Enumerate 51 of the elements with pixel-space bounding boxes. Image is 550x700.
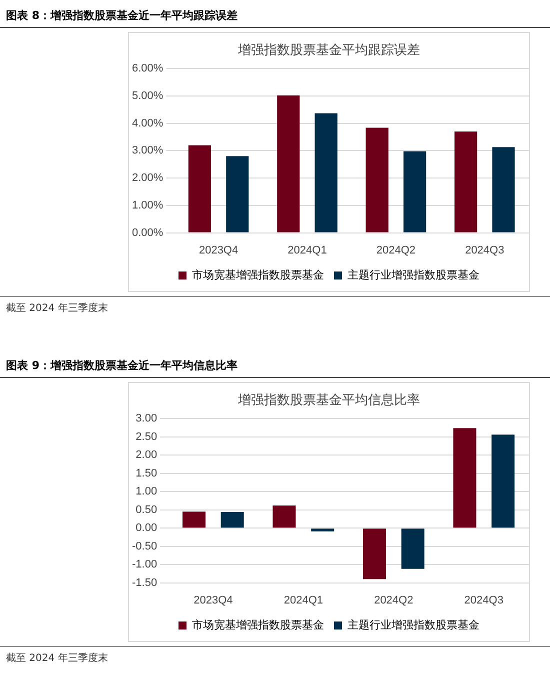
bar — [403, 151, 426, 232]
x-tick-label: 2024Q3 — [465, 244, 504, 256]
legend-label: 主题行业增强指数股票基金 — [348, 268, 480, 282]
bar — [454, 132, 478, 232]
bar — [311, 528, 334, 532]
x-tick-label: 2024Q2 — [376, 244, 416, 256]
y-tick-label: 5.00% — [132, 90, 164, 102]
y-tick-label: 1.00 — [136, 486, 158, 498]
bar — [314, 113, 338, 232]
y-tick-label: 1.00% — [132, 199, 164, 212]
bar — [492, 147, 515, 232]
y-tick-label: 0.00 — [136, 522, 158, 534]
bar — [182, 512, 206, 528]
chart-title: 图表 8：增强指数股票基金近一年平均跟踪误差 — [0, 0, 550, 28]
y-tick-label: -1.00 — [132, 558, 158, 571]
y-tick-label: -1.50 — [132, 576, 158, 589]
y-tick-label: 0.50 — [136, 504, 158, 516]
bar — [220, 512, 244, 528]
y-tick-label: 6.00% — [132, 62, 164, 75]
y-tick-label: 1.50 — [136, 467, 158, 480]
legend-label: 主题行业增强指数股票基金 — [348, 618, 480, 632]
bar — [272, 505, 296, 528]
bar — [401, 528, 424, 569]
chart-subtitle: 增强指数股票基金平均信息比率 — [237, 392, 420, 408]
x-tick-label: 2024Q2 — [374, 594, 414, 606]
legend-label: 市场宽基增强指数股票基金 — [192, 268, 324, 282]
bar — [366, 128, 388, 232]
y-tick-label: 3.00% — [132, 144, 164, 157]
x-tick-label: 2024Q1 — [284, 594, 323, 606]
y-tick-label: -0.50 — [132, 540, 158, 552]
x-tick-label: 2024Q3 — [464, 594, 504, 606]
x-tick-label: 2023Q4 — [198, 244, 238, 256]
chart-subtitle: 增强指数股票基金平均跟踪误差 — [237, 43, 420, 58]
bar — [188, 145, 211, 232]
bar — [277, 95, 300, 232]
y-tick-label: 0.00% — [132, 226, 164, 239]
text: 截至 2024 年三季度末 — [0, 296, 550, 319]
bar — [362, 528, 386, 580]
y-tick-label: 2.00 — [136, 449, 158, 462]
text: 截至 2024 年三季度末 — [0, 646, 550, 669]
legend-label: 市场宽基增强指数股票基金 — [192, 618, 324, 632]
bar — [226, 156, 249, 232]
y-tick-label: 3.00 — [136, 412, 158, 425]
bar — [492, 434, 515, 528]
x-tick-label: 2023Q4 — [194, 594, 233, 606]
bar — [453, 428, 476, 528]
y-tick-label: 2.00% — [132, 172, 164, 184]
chart-title: 图表 9：增强指数股票基金近一年平均信息比率 — [0, 350, 550, 378]
x-tick-label: 2024Q1 — [288, 244, 327, 256]
y-tick-label: 2.50 — [136, 430, 158, 443]
y-tick-label: 4.00% — [132, 117, 164, 130]
